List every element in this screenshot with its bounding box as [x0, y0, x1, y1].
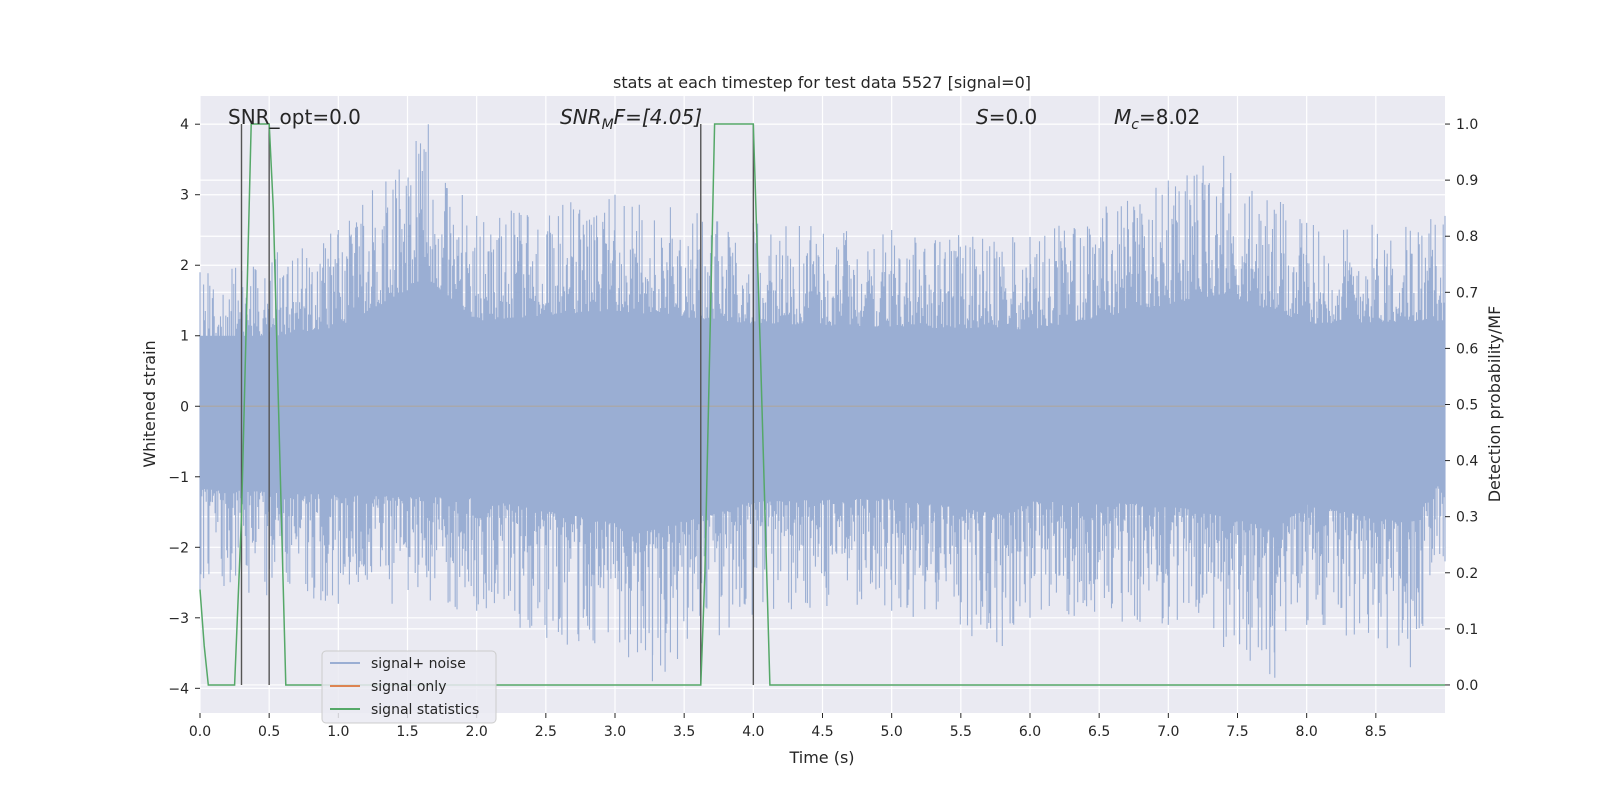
- y2-tick-label-2: 0.2: [1456, 566, 1478, 582]
- x-tick-label-0: 0.0: [189, 724, 211, 740]
- y2-axis-label: Detection probability/MF: [1485, 306, 1504, 503]
- mc-annotation: Mc=8.02: [1114, 105, 1200, 133]
- x-axis-label: Time (s): [788, 748, 854, 767]
- legend: signal+ noise signal only signal statist…: [321, 650, 497, 724]
- x-tick-label-13: 6.5: [1088, 724, 1110, 740]
- y2-tick-label-1: 0.1: [1456, 622, 1478, 638]
- y-tick-label-3: −1: [168, 470, 189, 486]
- x-tick-label-17: 8.5: [1365, 724, 1387, 740]
- x-tick-label-6: 3.0: [604, 724, 626, 740]
- legend-label-signal-only: signal only: [371, 679, 446, 695]
- legend-label-signal-noise: signal+ noise: [371, 656, 466, 672]
- snr-mf-rest: F=[4.05]: [614, 105, 702, 129]
- y-tick-label-5: 1: [180, 329, 189, 345]
- x-tick-label-12: 6.0: [1019, 724, 1041, 740]
- s-rest: =0.0: [989, 105, 1038, 129]
- y2-tick-labels: 0.0 0.1 0.2 0.3 0.4 0.5 0.6 0.7 0.8 0.9 1.0: [1445, 117, 1478, 694]
- x-tick-label-15: 7.5: [1226, 724, 1248, 740]
- y2-tick-label-7: 0.7: [1456, 285, 1478, 301]
- snr-mf-name: SNR: [560, 105, 602, 129]
- signal-statistics-line: [199, 123, 1445, 686]
- y2-tick-label-3: 0.3: [1456, 510, 1478, 526]
- x-tick-label-2: 1.0: [327, 724, 349, 740]
- snr-opt-annotation: SNR_opt=0.0: [228, 105, 361, 129]
- x-tick-label-11: 5.5: [950, 724, 972, 740]
- x-tick-label-8: 4.0: [742, 724, 764, 740]
- y-tick-label-1: −3: [168, 611, 189, 627]
- legend-box: [321, 650, 497, 724]
- snr-mf-subscript: M: [602, 117, 614, 133]
- legend-label-signal-statistics: signal statistics: [371, 702, 479, 718]
- x-tick-label-1: 0.5: [258, 724, 280, 740]
- y-tick-label-6: 2: [180, 258, 189, 274]
- s-name: S: [976, 105, 989, 129]
- y-tick-label-2: −2: [168, 540, 189, 556]
- mc-subscript: c: [1131, 117, 1139, 133]
- x-tick-label-7: 3.5: [673, 724, 695, 740]
- mc-name: M: [1114, 105, 1131, 129]
- x-tick-label-9: 4.5: [811, 724, 833, 740]
- x-tick-label-4: 2.0: [466, 724, 488, 740]
- x-tick-label-10: 5.0: [881, 724, 903, 740]
- s-annotation: S=0.0: [976, 105, 1037, 129]
- y-tick-label-4: 0: [180, 399, 189, 415]
- mc-rest: =8.02: [1139, 105, 1200, 129]
- snr-mf-annotation: SNRMF=[4.05]: [560, 105, 702, 133]
- chart-title: stats at each timestep for test data 552…: [613, 73, 1031, 92]
- signal-noise-trace: [199, 124, 1446, 682]
- y2-tick-label-0: 0.0: [1456, 678, 1478, 694]
- y2-tick-label-6: 0.6: [1456, 341, 1478, 357]
- y2-tick-label-8: 0.8: [1456, 229, 1478, 245]
- x-tick-label-16: 8.0: [1296, 724, 1318, 740]
- event-markers: [240, 124, 755, 685]
- x-tick-label-3: 1.5: [396, 724, 418, 740]
- y2-tick-label-5: 0.5: [1456, 398, 1478, 414]
- y2-tick-label-4: 0.4: [1456, 454, 1478, 470]
- y2-tick-label-10: 1.0: [1456, 117, 1478, 133]
- y-tick-labels: −4 −3 −2 −1 0 1 2 3 4: [168, 117, 200, 697]
- y-tick-label-8: 4: [180, 117, 189, 133]
- x-tick-label-5: 2.5: [535, 724, 557, 740]
- y-axis-label: Whitened strain: [140, 340, 159, 467]
- y2-tick-label-9: 0.9: [1456, 173, 1478, 189]
- y-tick-label-0: −4: [168, 681, 189, 697]
- y-tick-label-7: 3: [180, 188, 189, 204]
- x-tick-label-14: 7.0: [1157, 724, 1179, 740]
- x-tick-labels: 0.0 0.5 1.0 1.5 2.0 2.5 3.0 3.5 4.0 4.5 5.0 5.5 6.0 6…: [189, 713, 1387, 740]
